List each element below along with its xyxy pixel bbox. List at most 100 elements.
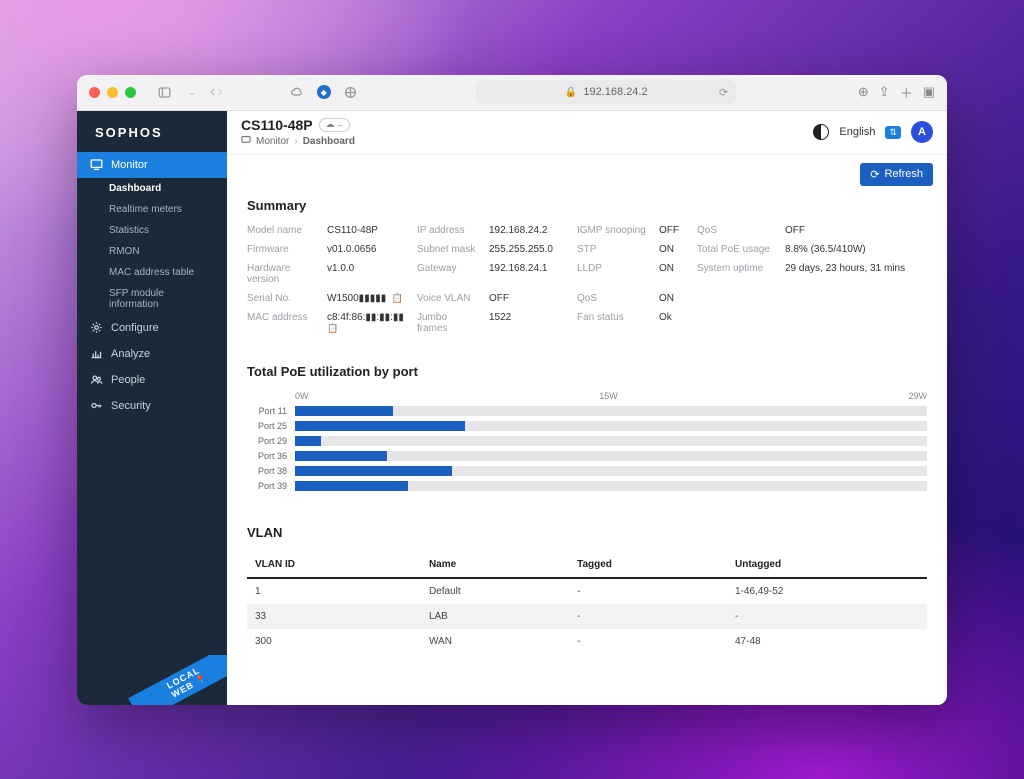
- cloud-icon[interactable]: [287, 82, 307, 102]
- summary-value: 255.255.255.0: [489, 244, 567, 255]
- poe-port-label: Port 29: [247, 436, 287, 446]
- vlan-cell: -: [727, 604, 927, 629]
- summary-key: Firmware: [247, 244, 317, 255]
- language-badge[interactable]: ⇅: [885, 126, 901, 139]
- share-icon[interactable]: ⇪: [879, 84, 890, 100]
- monitor-icon: [241, 135, 251, 148]
- poe-bar: [295, 421, 465, 431]
- sidebar-item-security[interactable]: Security: [77, 393, 227, 419]
- vlan-cell: 300: [247, 629, 421, 654]
- content: Summary Model nameCS110-48PIP address192…: [227, 186, 947, 705]
- sidebar-item-people[interactable]: People: [77, 367, 227, 393]
- vlan-col: Untagged: [727, 552, 927, 578]
- new-tab-icon[interactable]: ＋: [900, 83, 913, 102]
- privacy-report-icon[interactable]: [341, 82, 361, 102]
- summary-key: Voice VLAN: [417, 293, 479, 304]
- vlan-col: VLAN ID: [247, 552, 421, 578]
- copy-icon[interactable]: 📋: [389, 293, 403, 303]
- chart-icon: [89, 347, 103, 361]
- summary-value: 192.168.24.1: [489, 263, 567, 285]
- vlan-cell: 1-46,49-52: [727, 578, 927, 604]
- downloads-icon[interactable]: ⊕: [858, 84, 869, 100]
- summary-grid: Model nameCS110-48PIP address192.168.24.…: [247, 225, 927, 334]
- summary-value: CS110-48P: [327, 225, 407, 236]
- action-bar: ⟳ Refresh: [227, 155, 947, 186]
- sidebar-item-configure[interactable]: Configure: [77, 315, 227, 341]
- sidebar-sub-sfp[interactable]: SFP module information: [77, 283, 227, 315]
- summary-value: c8:4f:86:▮▮:▮▮:▮▮ 📋: [327, 312, 407, 334]
- tabs-icon[interactable]: ▣: [923, 84, 935, 100]
- lock-icon: 🔒: [565, 87, 577, 98]
- shield-icon[interactable]: ◆: [317, 85, 331, 99]
- poe-track: [295, 406, 927, 416]
- summary-value: Ok: [659, 312, 687, 334]
- chevron-down-icon[interactable]: ⌄: [182, 82, 202, 102]
- crumb-root[interactable]: Monitor: [256, 136, 289, 147]
- vlan-cell: WAN: [421, 629, 569, 654]
- theme-toggle-icon[interactable]: [813, 124, 829, 140]
- poe-axis: 0W 15W 29W: [295, 391, 927, 401]
- avatar[interactable]: A: [911, 121, 933, 143]
- summary-value: 192.168.24.2: [489, 225, 567, 236]
- poe-port-label: Port 39: [247, 481, 287, 491]
- poe-row: Port 25: [247, 421, 927, 431]
- minimize-window-button[interactable]: [107, 87, 118, 98]
- poe-row: Port 38: [247, 466, 927, 476]
- summary-value: [785, 293, 927, 304]
- refresh-icon: ⟳: [870, 168, 879, 181]
- summary-value: [785, 312, 927, 334]
- vlan-cell: 33: [247, 604, 421, 629]
- forward-button[interactable]: ›: [217, 83, 222, 101]
- reload-icon[interactable]: ⟳: [719, 86, 728, 99]
- language-selector[interactable]: English: [839, 126, 875, 138]
- sidebar-toggle-icon[interactable]: [154, 82, 174, 102]
- summary-value: ON: [659, 244, 687, 255]
- table-row[interactable]: 300WAN-47-48: [247, 629, 927, 654]
- summary-key: Model name: [247, 225, 317, 236]
- summary-key: QoS: [697, 225, 775, 236]
- summary-value: W1500▮▮▮▮▮ 📋: [327, 293, 407, 304]
- poe-bar: [295, 466, 452, 476]
- close-window-button[interactable]: [89, 87, 100, 98]
- local-web-ribbon: LOCAL WEB 📍: [127, 655, 227, 705]
- vlan-cell: Default: [421, 578, 569, 604]
- zoom-window-button[interactable]: [125, 87, 136, 98]
- poe-bar: [295, 436, 321, 446]
- summary-key: Total PoE usage: [697, 244, 775, 255]
- summary-title: Summary: [247, 198, 927, 213]
- summary-key: QoS: [577, 293, 649, 304]
- summary-value: OFF: [489, 293, 567, 304]
- table-row[interactable]: 1Default-1-46,49-52: [247, 578, 927, 604]
- main-panel: CS110-48P ☁– Monitor › Dashboard English…: [227, 111, 947, 705]
- back-button[interactable]: ‹: [210, 83, 215, 101]
- poe-port-label: Port 36: [247, 451, 287, 461]
- sidebar-sub-dashboard[interactable]: Dashboard: [77, 178, 227, 199]
- monitor-icon: [89, 158, 103, 172]
- breadcrumb: Monitor › Dashboard: [241, 135, 355, 148]
- address-bar[interactable]: 🔒 192.168.24.2 ⟳: [476, 80, 736, 104]
- summary-value: 29 days, 23 hours, 31 mins: [785, 263, 927, 285]
- sidebar-sub-statistics[interactable]: Statistics: [77, 220, 227, 241]
- device-badge[interactable]: ☁–: [319, 118, 350, 132]
- poe-bar: [295, 406, 393, 416]
- summary-value: ON: [659, 263, 687, 285]
- sidebar-sub-rmon[interactable]: RMON: [77, 241, 227, 262]
- people-icon: [89, 373, 103, 387]
- summary-key: MAC address: [247, 312, 317, 334]
- summary-key: Hardware version: [247, 263, 317, 285]
- sidebar-sub-realtime[interactable]: Realtime meters: [77, 199, 227, 220]
- copy-icon[interactable]: 📋: [327, 323, 338, 333]
- axis-mid: 15W: [309, 391, 909, 401]
- topbar: CS110-48P ☁– Monitor › Dashboard English…: [227, 111, 947, 155]
- poe-track: [295, 436, 927, 446]
- sidebar-sub-mac[interactable]: MAC address table: [77, 262, 227, 283]
- refresh-button[interactable]: ⟳ Refresh: [860, 163, 933, 186]
- sidebar-item-analyze[interactable]: Analyze: [77, 341, 227, 367]
- gear-icon: [89, 321, 103, 335]
- sidebar-item-monitor[interactable]: Monitor: [77, 152, 227, 178]
- table-row[interactable]: 33LAB--: [247, 604, 927, 629]
- vlan-title: VLAN: [247, 525, 927, 540]
- key-icon: [89, 399, 103, 413]
- sidebar: SOPHOS Monitor Dashboard Realtime meters…: [77, 111, 227, 705]
- vlan-cell: 47-48: [727, 629, 927, 654]
